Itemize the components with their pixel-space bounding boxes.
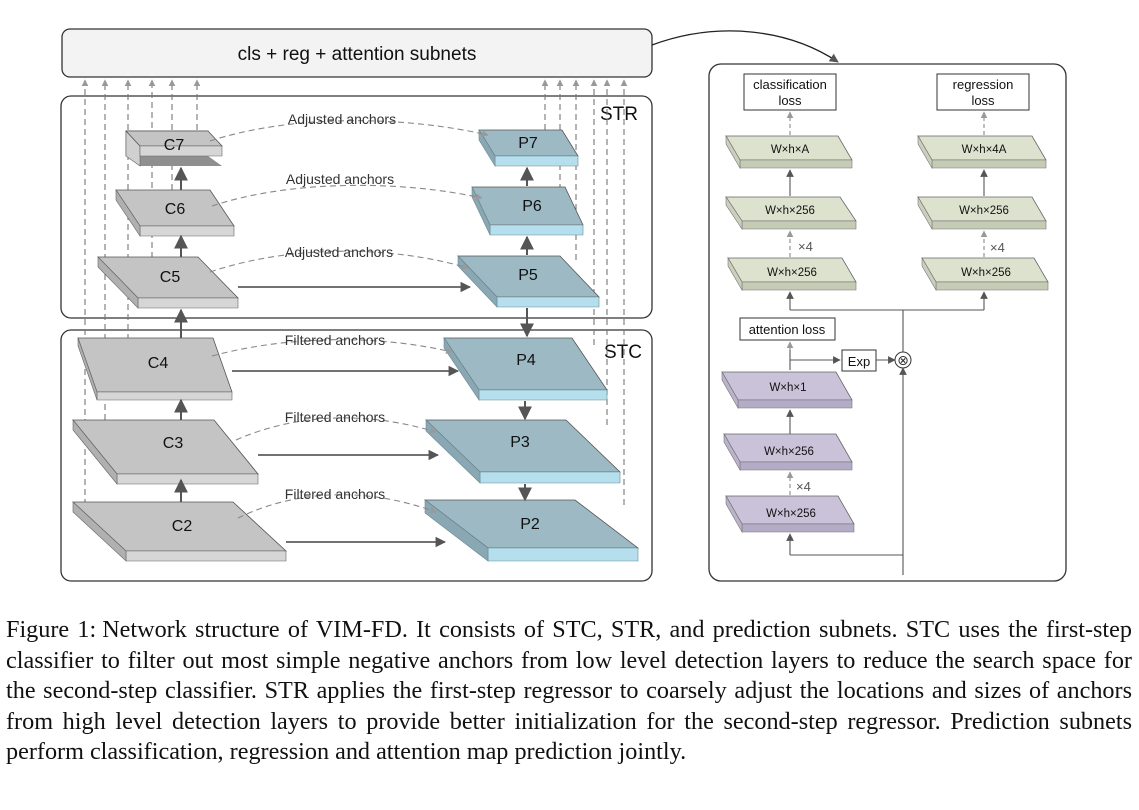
backbone-layer-c5: C5 — [97, 256, 239, 309]
cls-out-label: W×h×A — [771, 144, 810, 156]
figure-caption: Figure 1: Network structure of VIM-FD. It… — [6, 615, 1132, 768]
pyramid-arrows — [518, 166, 534, 502]
reg-repeat-label: ×4 — [990, 240, 1005, 255]
reg-mid-slab: W×h×256 — [917, 195, 1047, 231]
cls-mid-label: W×h×256 — [765, 205, 815, 217]
caption-text: Network structure of VIM-FD. It consists… — [6, 616, 1132, 765]
pyramid-layer-p4: P4 — [443, 337, 608, 401]
stc-region: STC — [60, 329, 653, 582]
lateral-arrows — [232, 281, 472, 548]
header-box: cls + reg + attention subnets — [61, 28, 653, 78]
pyramid-layer-p5: P5 — [457, 255, 600, 308]
filtered-anchors-label-1: Filtered anchors — [285, 332, 385, 348]
cls-mid-slab: W×h×256 — [725, 196, 857, 230]
pyramid-layer-p3: P3 — [425, 419, 621, 484]
att-in-label: W×h×256 — [766, 508, 816, 520]
attention-loss-label: attention loss — [749, 322, 826, 337]
backbone-layer-c3: C3 — [72, 419, 259, 485]
filtered-anchors-label-3: Filtered anchors — [285, 486, 385, 502]
att-out-label: W×h×1 — [769, 382, 806, 394]
stc-label: STC — [604, 342, 642, 363]
reg-mid-label: W×h×256 — [959, 205, 1009, 217]
att-mid-slab: W×h×256 — [723, 432, 853, 472]
classification-loss-line2: loss — [778, 93, 802, 108]
reg-out-label: W×h×4A — [962, 144, 1007, 156]
attention-loss-box — [739, 317, 836, 341]
pyramid-layer-p6: P6 — [471, 186, 584, 236]
p4-label: P4 — [516, 352, 536, 369]
c2-label: C2 — [172, 518, 193, 535]
att-out-slab: W×h×1 — [721, 370, 853, 410]
att-repeat-label: ×4 — [796, 479, 811, 494]
reg-in-label: W×h×256 — [961, 267, 1011, 279]
att-mid-label: W×h×256 — [764, 446, 814, 458]
c4-label: C4 — [148, 355, 169, 372]
adjusted-anchors-label-1: Adjusted anchors — [288, 111, 396, 127]
backbone-layer-c2: C2 — [71, 501, 288, 562]
reg-in-slab: W×h×256 — [921, 256, 1049, 292]
exp-label: Exp — [848, 354, 870, 369]
regression-loss-line2: loss — [971, 93, 995, 108]
cls-repeat-label: ×4 — [798, 239, 813, 254]
classification-loss-line1: classification — [753, 77, 827, 92]
subnet-connectors — [786, 169, 988, 575]
header-to-subnets-arrow — [651, 30, 839, 63]
header-label: cls + reg + attention subnets — [238, 44, 477, 65]
p2-label: P2 — [520, 516, 540, 533]
cls-in-slab: W×h×256 — [727, 256, 857, 292]
p6-label: P6 — [522, 198, 542, 215]
network-diagram: cls + reg + attention subnets STR STC — [60, 28, 1067, 582]
backbone-layer-c6: C6 — [115, 189, 235, 237]
str-region: STR — [60, 95, 653, 319]
adjusted-anchors-label-3: Adjusted anchors — [285, 244, 393, 260]
caption-prefix: Figure 1: — [6, 616, 97, 643]
multiply-symbol: ⊗ — [897, 352, 909, 368]
p5-label: P5 — [518, 267, 538, 284]
regression-loss-box — [936, 73, 1030, 111]
c7-label: C7 — [164, 137, 185, 154]
p3-label: P3 — [510, 434, 530, 451]
str-label: STR — [600, 104, 638, 125]
filtered-anchors-label-2: Filtered anchors — [285, 409, 385, 425]
pyramid-layer-p2: P2 — [423, 499, 640, 562]
p7-label: P7 — [518, 135, 538, 152]
reg-out-slab: W×h×4A — [917, 134, 1047, 170]
pyramid-layer-p7: P7 — [478, 128, 579, 168]
regression-loss-line1: regression — [953, 77, 1014, 92]
backbone-layer-c4: C4 — [77, 337, 233, 401]
cls-in-label: W×h×256 — [767, 267, 817, 279]
anchor-curves — [209, 120, 489, 519]
c5-label: C5 — [160, 269, 181, 286]
prediction-subnets-panel: classification loss regression loss W×h×… — [708, 63, 1067, 582]
adjusted-anchors-label-2: Adjusted anchors — [286, 171, 394, 187]
classification-loss-box — [743, 73, 837, 111]
subnet-dashed-connectors — [786, 111, 988, 495]
backbone-layer-c7: C7 — [125, 130, 223, 167]
c6-label: C6 — [165, 201, 186, 218]
cls-out-slab: W×h×A — [725, 134, 853, 170]
att-in-slab: W×h×256 — [725, 494, 855, 534]
c3-label: C3 — [163, 435, 184, 452]
